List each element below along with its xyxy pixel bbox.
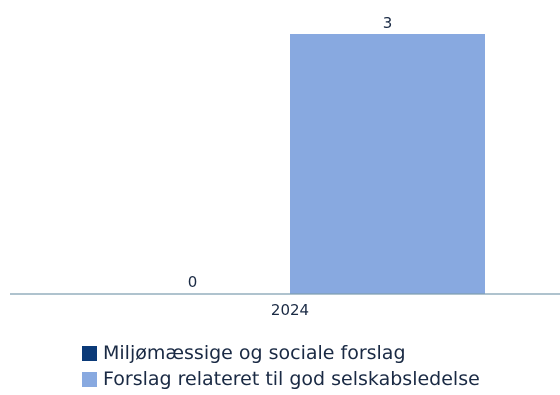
legend-swatch-governance xyxy=(82,371,97,387)
x-tick-label-2024: 2024 xyxy=(271,301,309,319)
legend-item-governance: Forslag relateret til god selskabsledels… xyxy=(82,366,552,392)
data-label-series-0-2024: 0 xyxy=(188,273,198,291)
legend-label-governance: Forslag relateret til god selskabsledels… xyxy=(103,368,480,390)
x-tick-labels: 2024 xyxy=(271,301,309,319)
bar-series-1-2024 xyxy=(290,34,485,294)
legend-label-environmental-social: Miljømæssige og sociale forslag xyxy=(103,342,406,364)
legend: Miljømæssige og sociale forslag Forslag … xyxy=(82,340,552,392)
data-label-series-1-2024: 3 xyxy=(383,14,393,32)
bars-layer xyxy=(290,34,485,294)
legend-swatch-environmental-social xyxy=(82,345,97,361)
bar-chart: 03 2024 xyxy=(10,14,560,319)
data-labels-layer: 03 xyxy=(188,14,393,291)
legend-item-environmental-social: Miljømæssige og sociale forslag xyxy=(82,340,552,366)
